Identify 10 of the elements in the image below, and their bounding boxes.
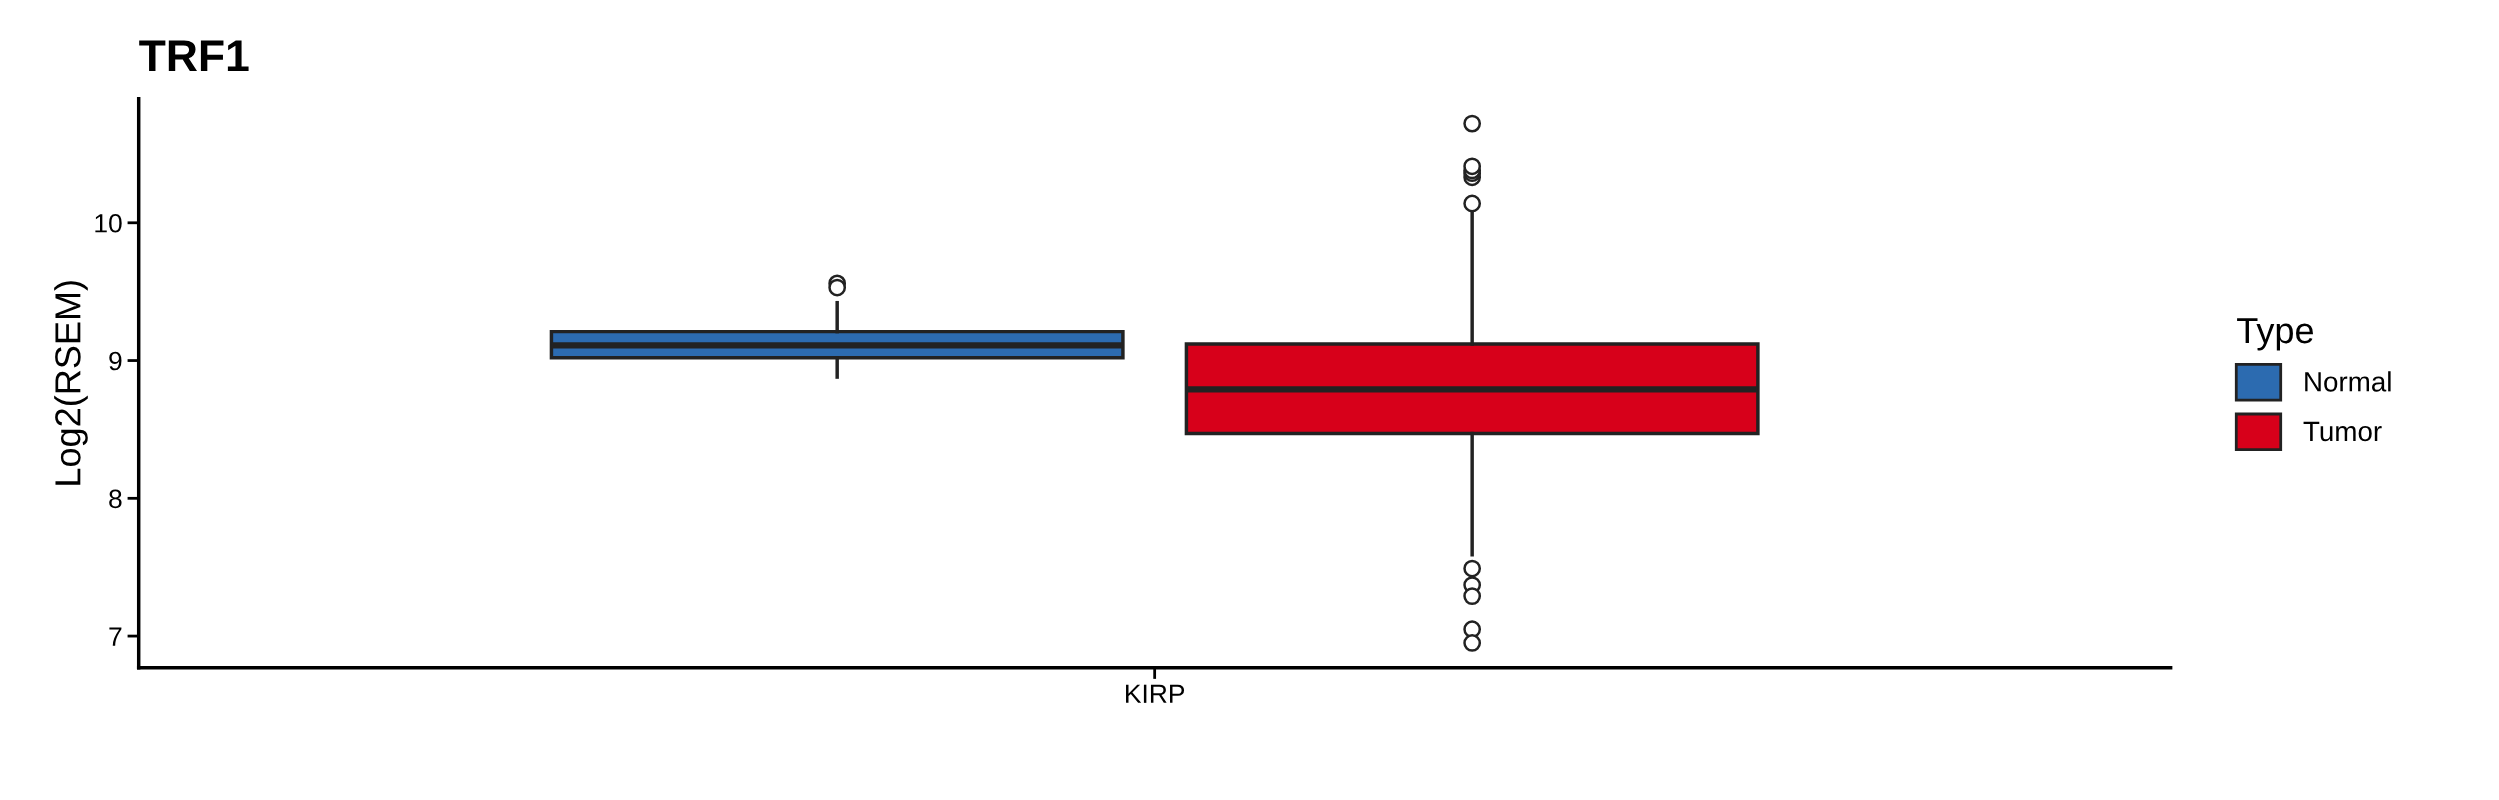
y-tick-label: 7 [109,627,122,646]
legend-title: Type [2237,318,2313,351]
legend-label: Tumor [2303,421,2382,442]
y-tick-label: 9 [109,351,122,371]
y-axis-title: Log2(RSEM) [54,281,88,485]
x-tick-label: KIRP [1126,684,1185,703]
chart-title: TRF1 [139,40,249,72]
y-tick-label: 8 [109,489,122,509]
y-tick-label: 10 [95,213,122,233]
legend-label: Normal [2305,371,2391,392]
